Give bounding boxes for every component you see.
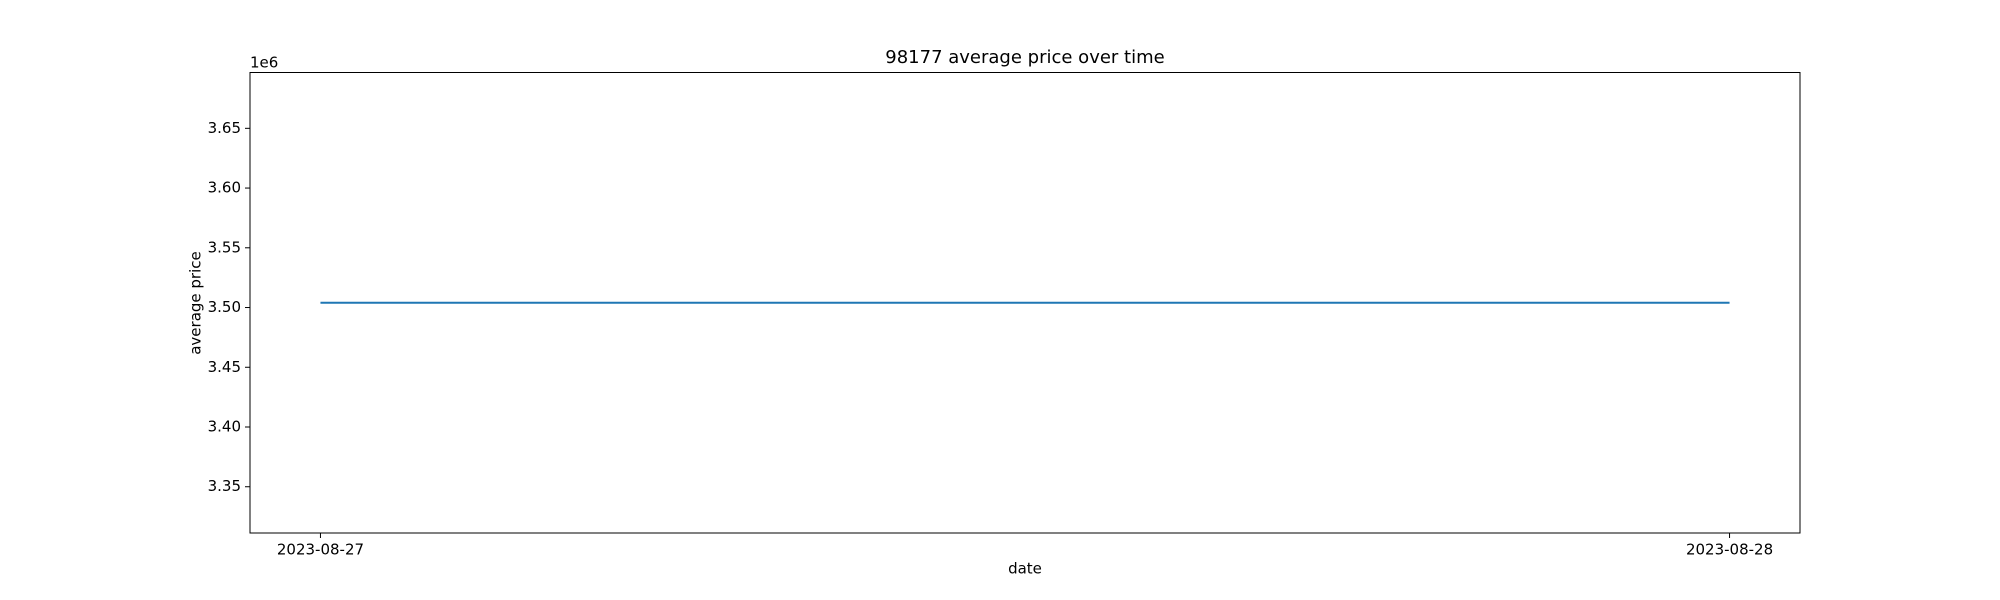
chart-title: 98177 average price over time (885, 47, 1164, 68)
y-offset-label: 1e6 (250, 54, 278, 72)
y-tick-label: 3.55 (208, 238, 241, 256)
y-axis-label: average price (187, 251, 205, 355)
y-tick-label: 3.65 (208, 119, 241, 137)
plot-frame (249, 72, 1801, 534)
y-tick-label: 3.35 (208, 477, 241, 495)
x-axis-label: date (1008, 560, 1042, 578)
y-tick-label: 3.45 (208, 358, 241, 376)
y-tick-label: 3.50 (208, 298, 241, 316)
y-tick-label: 3.60 (208, 179, 241, 197)
x-tick-label: 2023-08-27 (277, 541, 364, 559)
x-tick-label: 2023-08-28 (1686, 541, 1773, 559)
y-tick-label: 3.40 (208, 418, 241, 436)
